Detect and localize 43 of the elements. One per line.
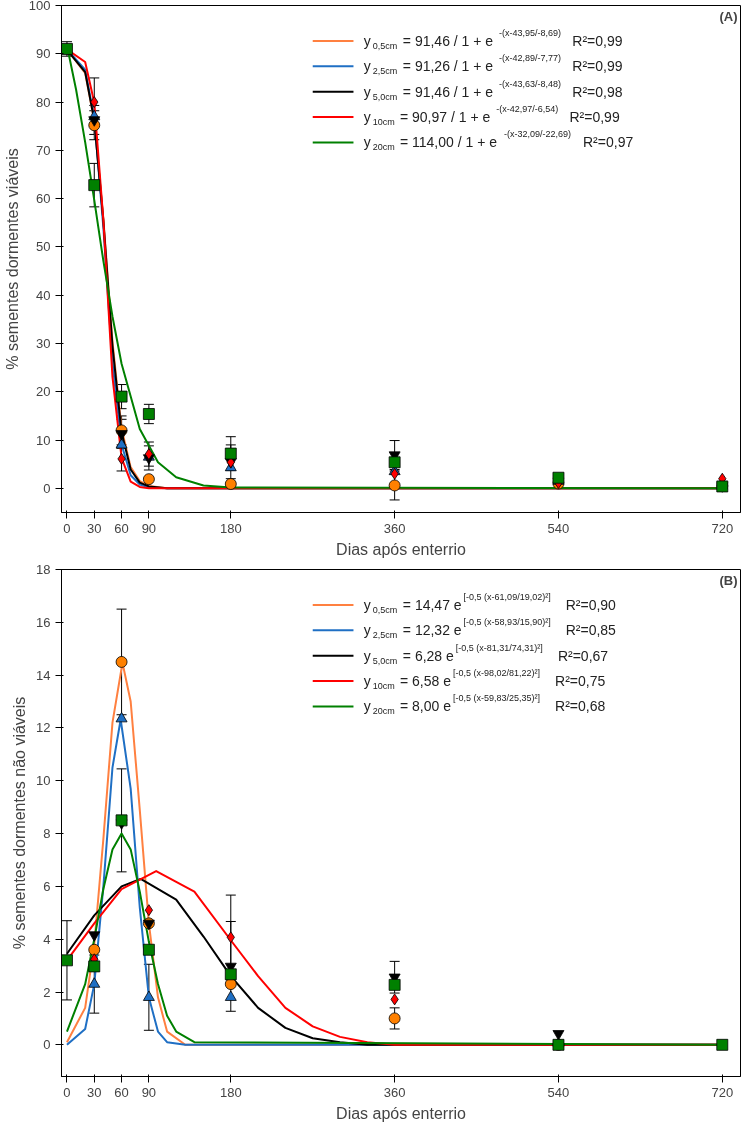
y-tick-label: 70 xyxy=(36,142,51,158)
x-tick-label: 0 xyxy=(63,520,71,536)
x-tick-label: 180 xyxy=(219,1084,242,1100)
x-tick-label: 30 xyxy=(87,520,102,536)
x-tick-label: 360 xyxy=(383,1084,406,1100)
y-tick-label: 40 xyxy=(36,287,51,303)
y-tick-label: 10 xyxy=(36,773,51,789)
y-tick-label: 8 xyxy=(43,826,51,842)
y-tick-label: 6 xyxy=(43,878,51,894)
y-tick-label: 14 xyxy=(36,667,51,683)
y-tick-label: 90 xyxy=(36,46,51,62)
annotation: (B) xyxy=(719,572,738,588)
x-tick-label: 60 xyxy=(114,1084,129,1100)
x-tick-label: 540 xyxy=(547,520,570,536)
y-tick-label: 60 xyxy=(36,191,51,207)
y-axis-title: % sementes dormentes não viáveis xyxy=(11,696,29,950)
x-tick-label: 90 xyxy=(141,1084,157,1100)
y-tick-label: 0 xyxy=(43,1037,51,1053)
annotation: (A) xyxy=(719,8,738,24)
x-tick-label: 360 xyxy=(383,520,406,536)
y-tick-label: 80 xyxy=(36,94,51,110)
x-tick-label: 30 xyxy=(87,1084,102,1100)
y-tick-label: 30 xyxy=(36,336,51,351)
y-tick-label: 50 xyxy=(36,239,51,255)
x-tick-label: 0 xyxy=(63,1084,71,1100)
x-tick-label: 720 xyxy=(711,520,734,536)
x-tick-label: 60 xyxy=(114,520,129,536)
x-tick-label: 90 xyxy=(141,520,157,536)
y-tick-label: 0 xyxy=(43,480,51,496)
y-axis-title: % sementes dormentes viáveis xyxy=(3,148,21,370)
y-tick-label: 20 xyxy=(36,384,51,400)
y-tick-label: 18 xyxy=(36,562,51,577)
y-tick-label: 12 xyxy=(36,720,51,736)
y-tick-label: 4 xyxy=(43,931,51,947)
x-axis-title: Dias após enterrio xyxy=(336,540,467,558)
x-tick-label: 720 xyxy=(711,1084,734,1100)
y-tick-label: 100 xyxy=(28,0,51,13)
y-tick-label: 16 xyxy=(36,614,51,630)
y-tick-label: 10 xyxy=(36,432,51,448)
x-axis-title: Dias após enterrio xyxy=(336,1104,467,1122)
x-tick-label: 540 xyxy=(547,1084,570,1100)
x-tick-label: 180 xyxy=(219,520,242,536)
y-tick-label: 2 xyxy=(43,984,51,1000)
